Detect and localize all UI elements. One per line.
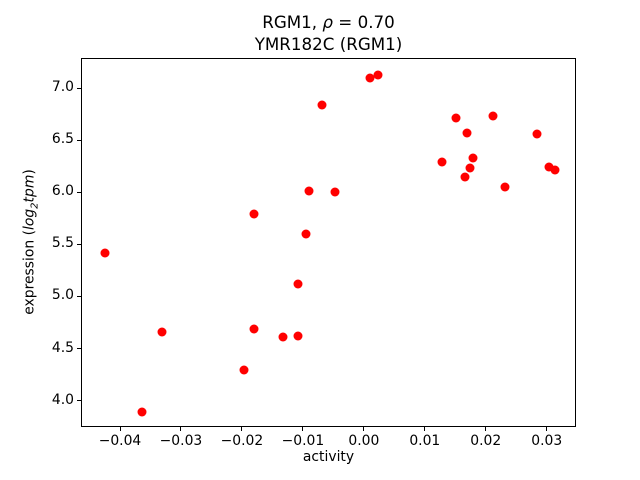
x-tick-mark [119, 427, 121, 431]
scatter-point [157, 327, 167, 337]
x-axis-label: activity [302, 449, 355, 465]
scatter-point [239, 365, 249, 375]
scatter-point [468, 153, 478, 163]
y-axis-label: expression (log2tpm) [22, 169, 41, 315]
y-tick-mark [76, 400, 81, 402]
scatter-point [304, 186, 314, 196]
scatter-point [532, 129, 542, 139]
y-tick-mark [76, 139, 81, 141]
y-label-prefix: expression ( [21, 230, 38, 315]
y-tick-label: 6.0 [51, 183, 74, 200]
y-tick-label: 7.0 [51, 79, 74, 96]
y-tick-mark [76, 243, 81, 245]
x-tick-label: 0.01 [409, 433, 441, 449]
scatter-point [100, 248, 110, 258]
scatter-point [365, 73, 375, 83]
y-label-tpm: tpm [21, 174, 38, 203]
x-tick-label: 0.02 [470, 433, 502, 449]
scatter-point [488, 111, 498, 121]
y-tick-mark [76, 295, 81, 297]
y-tick-label: 4.5 [51, 339, 74, 356]
scatter-point [460, 172, 470, 182]
y-tick-mark [76, 191, 81, 193]
chart-title-value: = 0.70 [333, 12, 395, 32]
x-tick-label: −0.02 [220, 433, 264, 449]
x-tick-mark [546, 427, 548, 431]
x-tick-label: −0.03 [159, 433, 203, 449]
plot-area [81, 57, 576, 427]
scatter-point [249, 209, 259, 219]
scatter-point [317, 100, 327, 110]
x-tick-mark [241, 427, 243, 431]
y-label-suffix: ) [21, 169, 38, 175]
scatter-point [451, 113, 461, 123]
rho-symbol: ρ [322, 12, 333, 32]
scatter-point [301, 229, 311, 239]
x-tick-label: 0.03 [531, 433, 563, 449]
x-tick-label: 0.00 [348, 433, 380, 449]
x-tick-mark [180, 427, 182, 431]
scatter-point [550, 165, 560, 175]
y-label-log: log [21, 208, 38, 231]
scatter-point [544, 162, 554, 172]
chart-subtitle: YMR182C (RGM1) [254, 34, 403, 54]
scatter-point [437, 157, 447, 167]
y-tick-label: 5.5 [51, 235, 74, 252]
x-tick-mark [363, 427, 365, 431]
y-tick-mark [76, 87, 81, 89]
y-label-subscript: 2 [29, 202, 41, 209]
y-tick-label: 5.0 [51, 287, 74, 304]
scatter-point [500, 182, 510, 192]
scatter-point [137, 407, 147, 417]
x-tick-label: −0.01 [281, 433, 325, 449]
y-tick-mark [76, 348, 81, 350]
scatter-point [293, 331, 303, 341]
x-tick-label: −0.04 [98, 433, 142, 449]
x-tick-mark [485, 427, 487, 431]
x-tick-mark [302, 427, 304, 431]
scatter-point [462, 128, 472, 138]
scatter-point [465, 163, 475, 173]
scatter-point [249, 324, 259, 334]
y-tick-label: 4.0 [51, 391, 74, 408]
scatter-point [330, 187, 340, 197]
scatter-point [373, 70, 383, 80]
chart-title: RGM1, ρ = 0.70 [81, 12, 576, 32]
chart-title-prefix: RGM1, [262, 12, 323, 32]
y-tick-label: 6.5 [51, 131, 74, 148]
x-tick-mark [424, 427, 426, 431]
scatter-point [278, 332, 288, 342]
scatter-point [293, 279, 303, 289]
